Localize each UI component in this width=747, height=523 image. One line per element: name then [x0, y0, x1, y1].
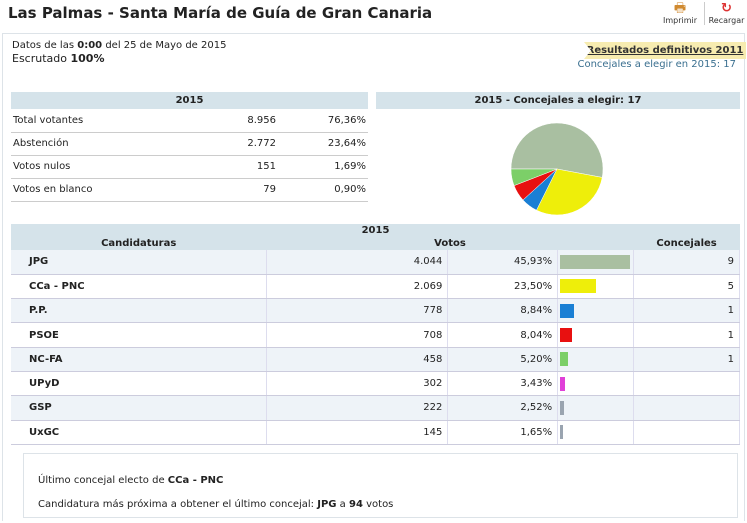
last-seat: Último concejal electo de CCa - PNC	[38, 475, 224, 486]
results-table: 2015 Candidaturas Votos Concejales JPG 4.…	[11, 224, 740, 445]
vote-bar	[560, 352, 569, 367]
party-row: P.P. 778 8,84% 1	[11, 298, 740, 324]
summary-row: Total votantes 8.956 76,36%	[11, 109, 368, 133]
vote-bar	[560, 376, 566, 391]
pie-slice-NC-FA	[510, 168, 558, 186]
vote-bar	[560, 303, 574, 318]
col-votes: Votos	[434, 238, 466, 249]
col-seats: Concejales	[656, 238, 717, 249]
next-candidate: Candidatura más próxima a obtener el últ…	[38, 499, 394, 510]
party-row: UxGC 145 1,65%	[11, 420, 740, 445]
vote-bar	[560, 400, 564, 415]
party-row: JPG 4.044 45,93% 9	[11, 250, 740, 275]
vote-bar	[560, 425, 563, 440]
footer-note: Último concejal electo de CCa - PNC Cand…	[23, 453, 738, 518]
pie-slice-CCa - PNC	[536, 168, 603, 216]
vote-bar	[560, 254, 631, 269]
vote-bar	[560, 279, 596, 294]
summary-row: Abstención 2.772 23,64%	[11, 132, 368, 156]
printer-icon: 🖶	[673, 1, 687, 16]
vote-bar	[560, 328, 573, 343]
party-row: NC-FA 458 5,20% 1	[11, 347, 740, 372]
page-title: Las Palmas - Santa María de Guía de Gran…	[8, 4, 433, 22]
seats-pie-chart: 2015 - Concejales a elegir: 17	[376, 92, 740, 222]
party-row: GSP 222 2,52%	[11, 395, 740, 421]
pie-slice-JPG	[510, 122, 604, 178]
summary-row: Votos nulos 151 1,69%	[11, 155, 368, 179]
col-candidates: Candidaturas	[101, 238, 177, 249]
data-timestamp: Datos de las 0:00 del 25 de Mayo de 2015	[12, 40, 227, 51]
reload-icon: ↻	[721, 1, 732, 16]
party-row: CCa - PNC 2.069 23,50% 5	[11, 274, 740, 300]
party-row: PSOE 708 8,04% 1	[11, 322, 740, 348]
results-panel	[2, 33, 745, 521]
print-button[interactable]: 🖶 Imprimir	[658, 1, 702, 26]
summary-row: Votos en blanco 79 0,90%	[11, 178, 368, 202]
party-row: UPyD 302 3,43%	[11, 371, 740, 397]
reload-button[interactable]: ↻ Recargar	[704, 2, 747, 25]
seats-to-elect: Concejales a elegir en 2015: 17	[577, 59, 736, 70]
scrutiny-status: Escrutado 100%	[12, 52, 105, 65]
results-2011-link[interactable]: Resultados definitivos 2011	[584, 42, 746, 59]
summary-table: 2015 Total votantes 8.956 76,36% Abstención…	[11, 92, 368, 202]
